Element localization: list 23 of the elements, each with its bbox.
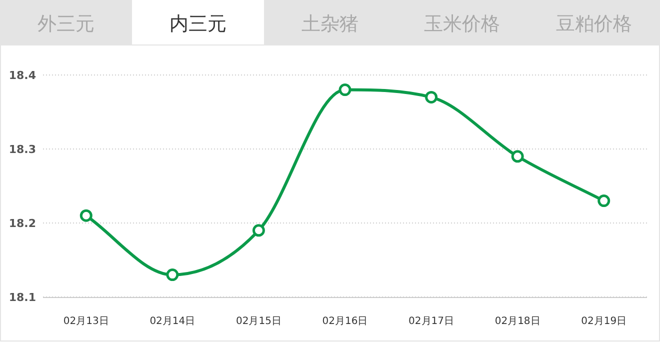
point (252, 224, 265, 237)
chart-title: 内三元 (170, 13, 226, 35)
point (598, 194, 610, 208)
point (166, 268, 179, 282)
text: 土杂猪 (302, 13, 358, 35)
x-tick-label: 02月16日 (322, 316, 368, 327)
x-tick-label: 02月15日 (236, 316, 282, 327)
point (425, 90, 438, 104)
x-tick-label: 02月13日 (63, 316, 109, 327)
y-tick-label: 18.2 (8, 217, 36, 230)
text: 外三元 (38, 13, 94, 35)
text: 豆粕价格 (556, 13, 632, 35)
x-tick-label: 02月17日 (408, 316, 454, 327)
point (338, 84, 352, 96)
x-tick-label: 02月18日 (494, 316, 540, 327)
y-tick-label: 18.1 (8, 291, 36, 304)
point (511, 150, 524, 163)
point (80, 209, 92, 222)
y-tick-label: 18.4 (8, 69, 36, 82)
x-tick-label: 02月14日 (150, 316, 196, 327)
y-tick-label: 18.3 (8, 143, 36, 156)
x-tick-label: 02月19日 (581, 316, 627, 327)
text: 玉米价格 (424, 13, 500, 35)
